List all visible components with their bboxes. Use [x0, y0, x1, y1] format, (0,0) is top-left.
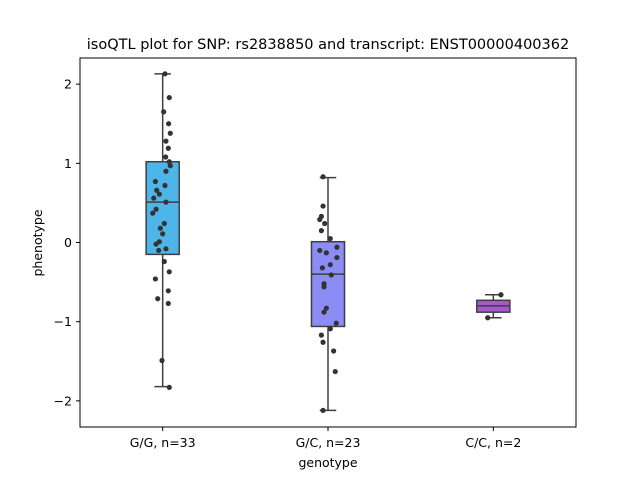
data-point: [322, 220, 328, 227]
data-point: [152, 178, 158, 185]
data-point: [163, 199, 169, 205]
y-tick-label: 0: [64, 235, 72, 250]
data-point: [163, 246, 169, 252]
data-point: [317, 247, 323, 254]
data-point: [332, 368, 338, 375]
data-point: [165, 145, 171, 151]
chart-title: isoQTL plot for SNP: rs2838850 and trans…: [87, 37, 569, 53]
data-point: [331, 348, 337, 354]
x-tick-label: C/C, n=2: [465, 435, 521, 450]
data-point: [156, 247, 162, 254]
data-point: [318, 332, 324, 338]
y-axis-label: phenotype: [30, 209, 45, 276]
data-point: [161, 109, 167, 115]
box: [310, 240, 346, 328]
data-point: [328, 272, 334, 278]
data-point: [334, 254, 340, 261]
data-point: [156, 239, 162, 245]
data-point: [318, 228, 324, 234]
data-point: [166, 94, 172, 101]
data-point: [166, 121, 172, 127]
data-point: [498, 292, 504, 298]
data-point: [163, 168, 169, 174]
data-point: [156, 191, 162, 197]
data-point: [157, 225, 163, 231]
data-point: [161, 220, 167, 227]
data-point: [334, 244, 340, 250]
data-point: [323, 305, 329, 311]
data-point: [159, 357, 165, 364]
y-tick-label: −1: [54, 314, 72, 329]
data-point: [321, 284, 327, 290]
data-point: [317, 216, 323, 223]
data-point: [154, 187, 160, 193]
x-axis: G/G, n=33 G/C, n=23 C/C, n=2: [130, 427, 521, 450]
data-point: [155, 296, 161, 302]
data-point: [163, 154, 169, 160]
data-point: [320, 407, 326, 413]
data-point: [327, 326, 333, 332]
y-tick-label: 1: [64, 156, 72, 171]
data-point: [150, 210, 156, 216]
data-point: [333, 320, 339, 326]
data-point: [321, 309, 327, 315]
data-point: [319, 265, 325, 271]
x-tick-label: G/C, n=23: [296, 435, 361, 450]
y-tick-label: −2: [54, 393, 72, 408]
group-3: [476, 292, 511, 321]
data-point: [163, 138, 169, 144]
data-point: [167, 130, 173, 136]
box: [145, 160, 180, 256]
data-point: [162, 71, 168, 77]
data-point: [166, 269, 172, 275]
data-point: [152, 276, 158, 282]
data-point: [323, 250, 329, 256]
data-point: [320, 203, 326, 209]
data-point: [167, 163, 173, 169]
data-point: [153, 206, 159, 212]
data-point: [320, 339, 326, 345]
x-axis-label: genotype: [298, 455, 357, 470]
plot-area: [145, 71, 511, 413]
data-point: [162, 182, 168, 189]
data-point: [166, 159, 172, 165]
data-point: [160, 231, 166, 237]
data-point: [165, 300, 171, 307]
y-tick-label: 2: [64, 77, 72, 92]
y-axis: −2 −1 0 1 2: [54, 77, 80, 408]
data-point: [151, 195, 157, 201]
data-point: [320, 174, 326, 180]
data-point: [166, 384, 172, 391]
group-1: [145, 71, 180, 391]
x-tick-label: G/G, n=33: [130, 435, 196, 450]
data-point: [165, 288, 171, 294]
data-point: [327, 262, 333, 268]
group-2: [310, 174, 346, 413]
data-point: [485, 315, 491, 321]
data-point: [327, 235, 333, 242]
data-point: [161, 258, 167, 265]
